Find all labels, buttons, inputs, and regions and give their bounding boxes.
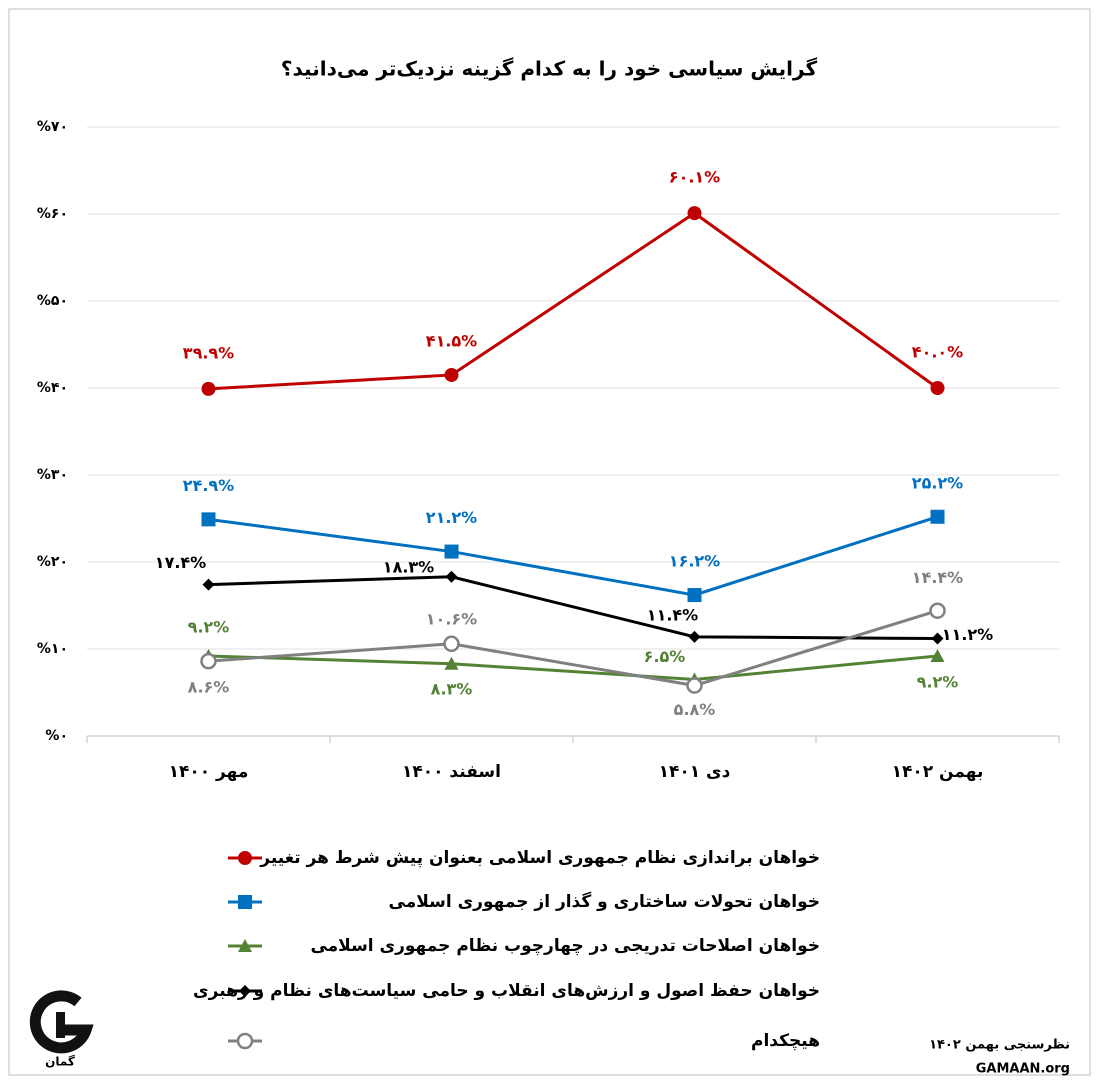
y-tick-label: %۳۰ bbox=[37, 467, 68, 483]
marker bbox=[687, 588, 702, 603]
value-label: ۲۴.۹% bbox=[183, 476, 234, 495]
chart-title: گرایش سیاسی خود را به کدام گزینه نزدیک‌ت… bbox=[281, 57, 818, 81]
marker bbox=[687, 206, 702, 221]
marker bbox=[444, 544, 459, 559]
value-label: ۵.۸% bbox=[674, 700, 716, 719]
series-line bbox=[208, 654, 938, 681]
value-label: ۶۰.۱% bbox=[669, 168, 720, 187]
y-tick-label: %۲۰ bbox=[37, 554, 68, 570]
series-line bbox=[208, 575, 938, 641]
value-label: ۴۰.۰% bbox=[912, 343, 963, 362]
value-label: ۱۸.۳% bbox=[383, 557, 434, 576]
marker bbox=[445, 570, 458, 583]
marker bbox=[201, 381, 216, 396]
website: GAMAAN.org bbox=[976, 1062, 1070, 1077]
legend-label: خواهان اصلاحات تدریجی در چهارچوب نظام جم… bbox=[310, 936, 820, 956]
value-label: ۱۱.۴% bbox=[647, 605, 698, 624]
value-label: ۱۱.۲% bbox=[942, 625, 993, 644]
value-label: ۹.۲% bbox=[188, 617, 230, 636]
legend-label: خواهان حفظ اصول و ارزش‌های انقلاب و حامی… bbox=[193, 981, 820, 1001]
marker bbox=[930, 648, 945, 662]
y-tick-label: %۷۰ bbox=[37, 119, 68, 135]
value-label: ۱۶.۲% bbox=[669, 552, 720, 571]
frame bbox=[8, 8, 1091, 1076]
logo-text: گمان bbox=[45, 1055, 75, 1069]
series-line bbox=[208, 609, 938, 688]
value-label: ۹.۲% bbox=[917, 672, 959, 691]
legend-marker bbox=[236, 1032, 254, 1050]
marker bbox=[929, 602, 946, 619]
x-tick-label: دی ۱۴۰۱ bbox=[659, 762, 731, 782]
logo bbox=[29, 990, 94, 1054]
series-line bbox=[208, 211, 939, 391]
legend-marker bbox=[238, 895, 252, 909]
marker bbox=[444, 367, 459, 382]
value-label: ۳۹.۹% bbox=[183, 343, 234, 362]
value-label: ۶.۵% bbox=[644, 647, 686, 666]
marker bbox=[443, 635, 460, 653]
x-tick-label: اسفند ۱۴۰۰ bbox=[402, 762, 501, 782]
source: نظرسنجی بهمن ۱۴۰۲ bbox=[929, 1038, 1070, 1053]
legend-marker bbox=[238, 851, 252, 865]
marker bbox=[688, 630, 701, 643]
marker bbox=[202, 578, 215, 591]
value-label: ۴۱.۵% bbox=[426, 331, 477, 350]
marker bbox=[444, 656, 459, 670]
marker bbox=[930, 381, 945, 395]
marker bbox=[931, 632, 944, 645]
value-label: ۲۱.۲% bbox=[426, 508, 477, 527]
value-label: ۱۰.۶% bbox=[426, 609, 477, 628]
y-tick-label: %۵۰ bbox=[37, 293, 68, 309]
legend-label: خواهان براندازی نظام جمهوری اسلامی بعنوا… bbox=[259, 848, 820, 868]
marker bbox=[930, 509, 945, 524]
legend-marker bbox=[238, 939, 252, 952]
x-tick-label: مهر ۱۴۰۰ bbox=[169, 762, 249, 782]
y-tick-label: %۰ bbox=[45, 728, 68, 744]
legend-marker bbox=[239, 985, 251, 997]
y-tick-label: %۴۰ bbox=[37, 380, 68, 396]
marker bbox=[200, 652, 217, 670]
value-label: ۱۴.۴% bbox=[912, 568, 963, 587]
value-label: ۱۷.۴% bbox=[155, 553, 206, 572]
y-tick-label: %۱۰ bbox=[37, 641, 68, 657]
marker bbox=[201, 512, 216, 527]
legend-label: هیچکدام bbox=[751, 1031, 820, 1051]
value-label: ۸.۳% bbox=[431, 679, 473, 698]
marker bbox=[686, 677, 703, 694]
legend-label: خواهان تحولات ساختاری و گذار از جمهوری ا… bbox=[389, 891, 821, 912]
y-tick-label: %۶۰ bbox=[37, 206, 68, 222]
series-line bbox=[208, 515, 938, 597]
value-label: ۸.۶% bbox=[188, 678, 230, 697]
value-label: ۲۵.۲% bbox=[912, 473, 963, 492]
x-tick-label: بهمن ۱۴۰۲ bbox=[892, 762, 984, 782]
